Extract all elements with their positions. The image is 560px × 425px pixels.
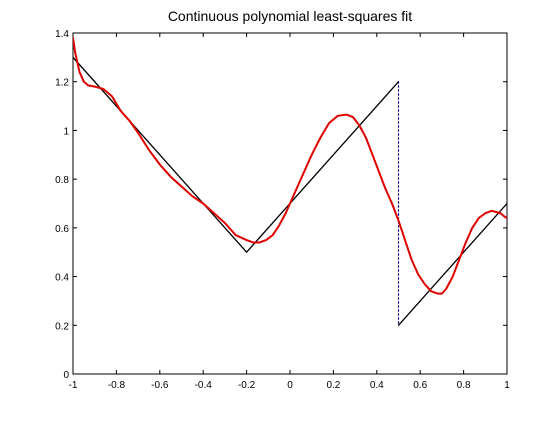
- x-tick-label: 0.8: [457, 380, 471, 391]
- x-tick-label: 0.2: [326, 380, 340, 391]
- x-tick-label: 1: [504, 380, 510, 391]
- y-tick-label: 1.2: [55, 78, 69, 89]
- x-tick-label: -0.8: [108, 380, 126, 391]
- y-tick-label: 0.2: [55, 321, 69, 332]
- x-tick-label: 0.6: [413, 380, 427, 391]
- x-tick-label: -0.2: [238, 380, 256, 391]
- y-tick-label: 1.4: [55, 29, 69, 40]
- x-tick-label: -1: [69, 380, 78, 391]
- y-tick-label: 0: [63, 370, 69, 381]
- function-series-line: [73, 56, 400, 253]
- y-tick-label: 0.4: [55, 273, 69, 284]
- plot-area: [73, 36, 507, 326]
- y-axis: 0 0.2 0.4 0.6 0.8 1 1.2 1.4: [55, 29, 507, 381]
- function-series-line: [397, 202, 507, 326]
- y-tick-label: 0.8: [55, 175, 69, 186]
- y-tick-label: 0.6: [55, 224, 69, 235]
- chart-title: Continuous polynomial least-squares fit: [168, 8, 412, 24]
- x-tick-label: -0.4: [195, 380, 213, 391]
- x-tick-label: 0: [287, 380, 293, 391]
- x-tick-label: -0.6: [151, 380, 169, 391]
- y-tick-label: 1: [63, 126, 69, 137]
- fit-series-line: [73, 36, 507, 295]
- x-axis: -1 -0.8 -0.6 -0.4 -0.2 0 0.2 0.4 0.6 0.8 1: [69, 33, 510, 391]
- x-tick-label: 0.4: [370, 380, 384, 391]
